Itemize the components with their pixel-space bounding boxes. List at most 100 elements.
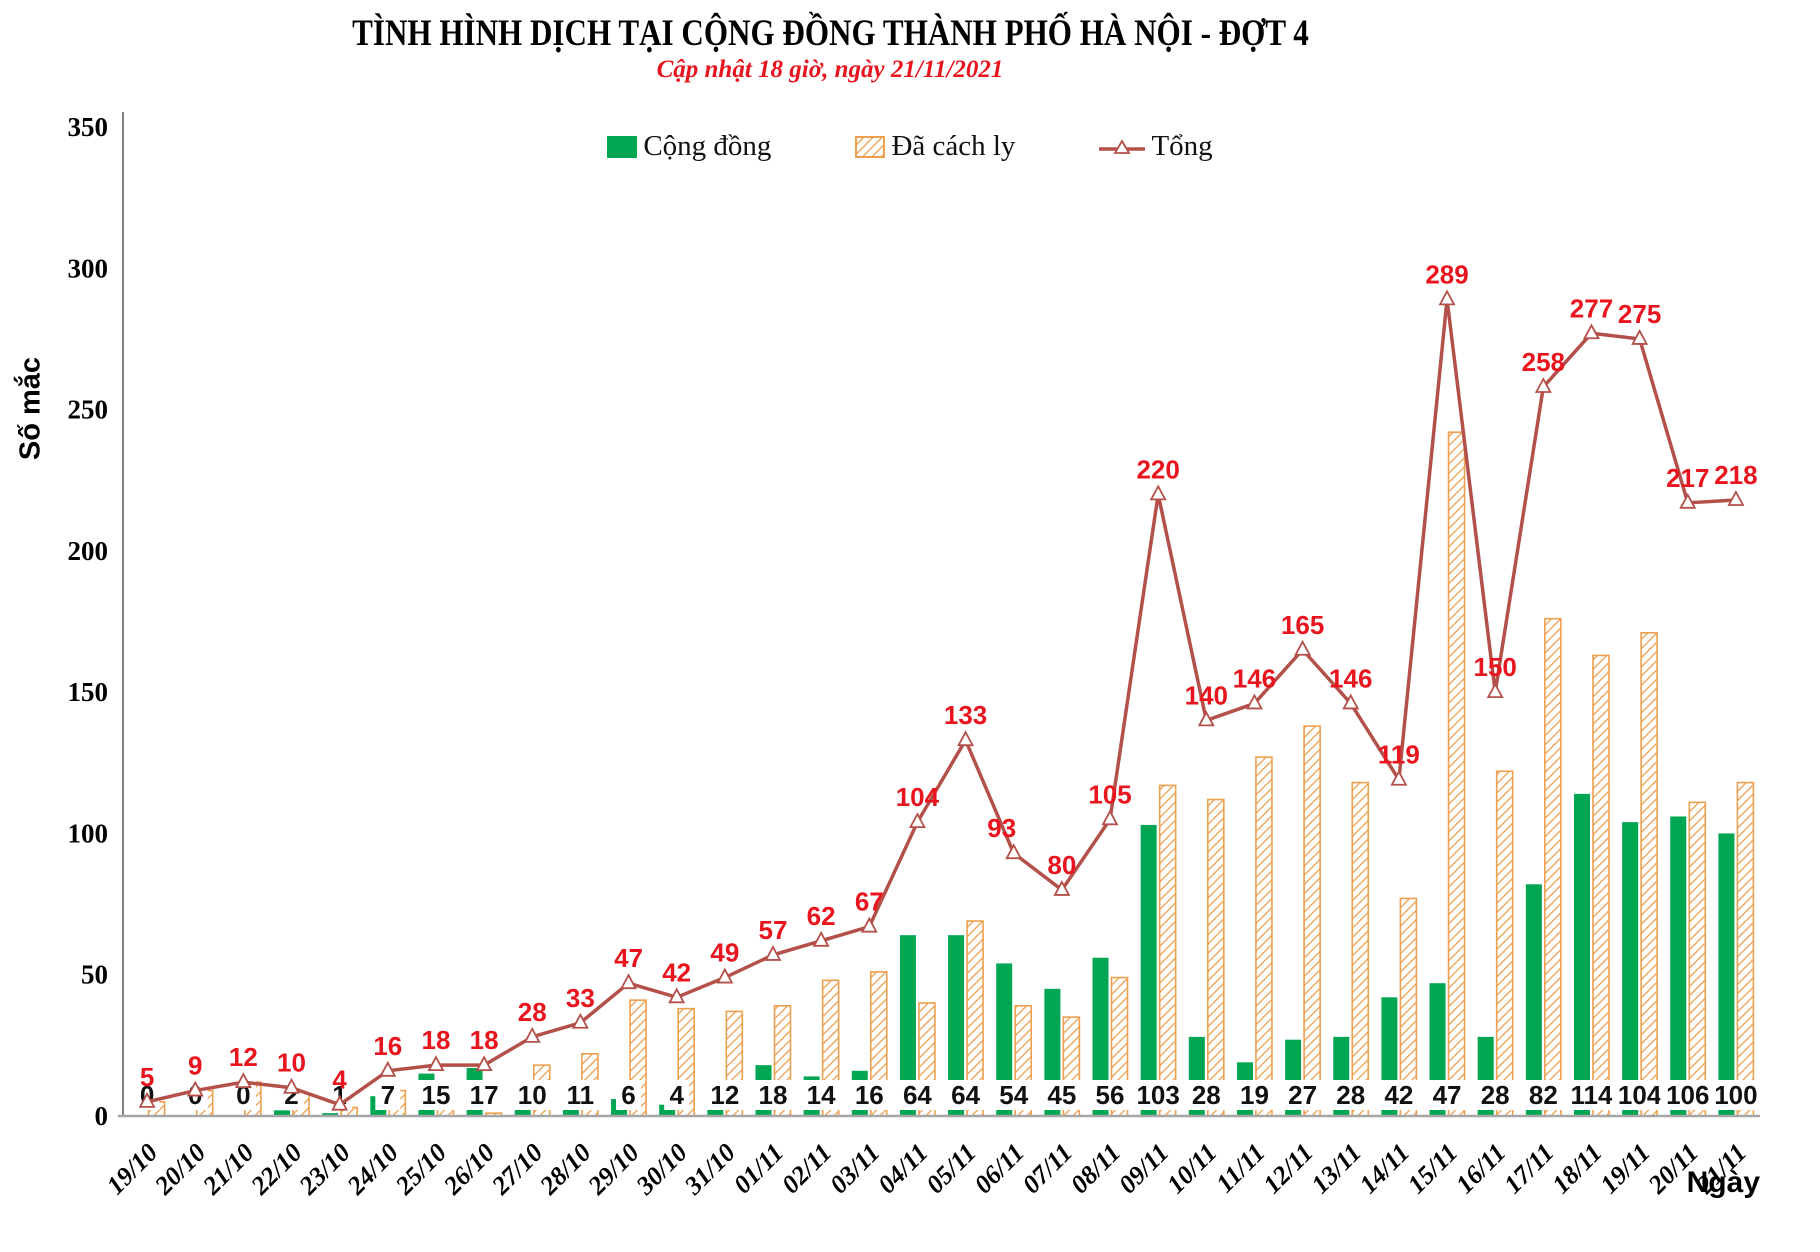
bar-cong-dong — [996, 963, 1013, 1116]
bar-da-cach-ly — [1351, 781, 1370, 1117]
bar-label: 27 — [1288, 1080, 1317, 1110]
total-label: 104 — [896, 782, 940, 812]
x-tick-label: 04/11 — [872, 1138, 933, 1199]
y-tick-label: 250 — [68, 395, 109, 425]
total-marker-icon — [1631, 329, 1649, 345]
x-axis-title: Ngày — [1686, 1166, 1760, 1199]
bar-label: 104 — [1618, 1080, 1662, 1110]
bar-label: 15 — [421, 1080, 450, 1110]
total-marker-icon — [1053, 880, 1071, 896]
x-tick-label: 31/10 — [678, 1138, 741, 1201]
x-tick-label: 09/11 — [1113, 1138, 1174, 1199]
total-marker-icon — [764, 945, 782, 961]
total-line-swatch-icon — [1099, 138, 1146, 154]
bar-label: 82 — [1529, 1080, 1558, 1110]
bar-label: 7 — [381, 1080, 395, 1110]
total-marker-icon — [860, 916, 878, 933]
bar-label: 18 — [759, 1080, 788, 1110]
bar-da-cach-ly — [1736, 781, 1755, 1117]
total-label: 62 — [807, 901, 836, 931]
total-marker-icon — [1486, 682, 1504, 699]
x-tick-label: 23/10 — [293, 1138, 356, 1201]
y-tick-label: 200 — [68, 536, 109, 566]
bar-label-bg — [1612, 1080, 1668, 1110]
legend-label-tong: Tổng — [1151, 130, 1213, 162]
chart-subtitle: Cập nhật 18 giờ, ngày 21/11/2021 — [656, 56, 1004, 83]
x-tick-label: 12/11 — [1257, 1138, 1318, 1199]
bar-label: 10 — [518, 1080, 547, 1110]
bar-label: 16 — [855, 1080, 884, 1110]
total-marker-icon — [138, 1091, 156, 1108]
total-label: 4 — [332, 1065, 347, 1095]
bar-label-bg — [1660, 1080, 1716, 1110]
total-marker-icon — [331, 1094, 349, 1111]
bar-label-bg — [560, 1080, 601, 1110]
legend-item-cong-dong: Cộng đồng — [607, 130, 771, 163]
total-label: 49 — [710, 938, 739, 968]
total-marker-icon — [186, 1080, 204, 1097]
total-label: 275 — [1618, 299, 1661, 329]
total-label: 165 — [1281, 610, 1324, 640]
bar-label: 14 — [807, 1080, 836, 1110]
x-tick-label: 06/11 — [969, 1138, 1030, 1199]
hatched-bar-swatch-icon — [855, 135, 886, 158]
total-label: 10 — [277, 1048, 306, 1078]
x-tick-label: 21/10 — [197, 1138, 260, 1201]
x-tick-label: 25/10 — [389, 1138, 452, 1201]
total-label: 5 — [140, 1062, 154, 1092]
bar-cong-dong — [1670, 816, 1687, 1116]
total-marker-icon — [620, 973, 638, 990]
total-marker-icon — [1390, 769, 1408, 786]
total-label: 12 — [229, 1042, 258, 1072]
chart-legend: Cộng đồng Đã cách ly Tổng — [0, 130, 1820, 163]
bar-cong-dong — [1525, 884, 1542, 1116]
bar-label-bg — [1090, 1080, 1131, 1110]
x-tick-label: 22/10 — [245, 1138, 308, 1201]
bar-cong-dong — [322, 1113, 339, 1116]
x-tick-label: 20/10 — [148, 1138, 211, 1201]
bar-label-bg — [512, 1080, 553, 1110]
bar-da-cach-ly — [1688, 801, 1707, 1117]
x-tick-label: 27/10 — [485, 1138, 548, 1201]
bar-label: 28 — [1481, 1080, 1510, 1110]
bar-label: 64 — [951, 1080, 980, 1110]
bar-label: 11 — [567, 1080, 595, 1110]
total-marker-icon — [475, 1055, 493, 1072]
bar-cong-dong — [1718, 833, 1735, 1116]
bar-cong-dong — [948, 935, 965, 1116]
bar-da-cach-ly — [1447, 431, 1466, 1117]
bar-da-cach-ly — [1255, 756, 1273, 1117]
total-marker-icon — [957, 730, 975, 747]
x-tick-label: 08/11 — [1065, 1138, 1126, 1199]
x-tick-label: 16/11 — [1450, 1138, 1511, 1199]
bar-cong-dong — [1622, 822, 1639, 1116]
total-label: 150 — [1473, 652, 1516, 682]
x-tick-label: 13/11 — [1306, 1138, 1367, 1199]
y-tick-label: 0 — [95, 1101, 109, 1131]
total-label: 133 — [944, 700, 987, 730]
bar-label-bg — [752, 1080, 793, 1110]
bar-label: 17 — [470, 1080, 499, 1110]
total-marker-icon — [427, 1055, 445, 1072]
x-tick-label: 18/11 — [1546, 1138, 1607, 1199]
total-label: 289 — [1425, 259, 1468, 289]
x-tick-label: 30/10 — [630, 1138, 693, 1201]
bar-da-cach-ly — [1303, 725, 1321, 1117]
total-marker-icon — [571, 1012, 589, 1029]
legend-label-da-cach-ly: Đã cách ly — [891, 130, 1016, 162]
green-bar-swatch-icon — [607, 135, 638, 158]
bar-label: 45 — [1047, 1080, 1076, 1110]
bar-label-bg — [1282, 1080, 1323, 1110]
x-tick-label: 26/10 — [437, 1138, 500, 1201]
total-marker-icon — [523, 1026, 541, 1043]
total-label: 33 — [566, 983, 595, 1013]
bar-label: 12 — [710, 1080, 739, 1110]
x-tick-label: 21/11 — [1690, 1138, 1752, 1200]
total-label: 105 — [1088, 779, 1131, 809]
bar-label: 47 — [1433, 1080, 1462, 1110]
total-label: 93 — [987, 813, 1016, 843]
total-marker-icon — [812, 930, 830, 947]
bar-label: 64 — [903, 1080, 932, 1110]
bar-label-bg — [993, 1080, 1034, 1110]
